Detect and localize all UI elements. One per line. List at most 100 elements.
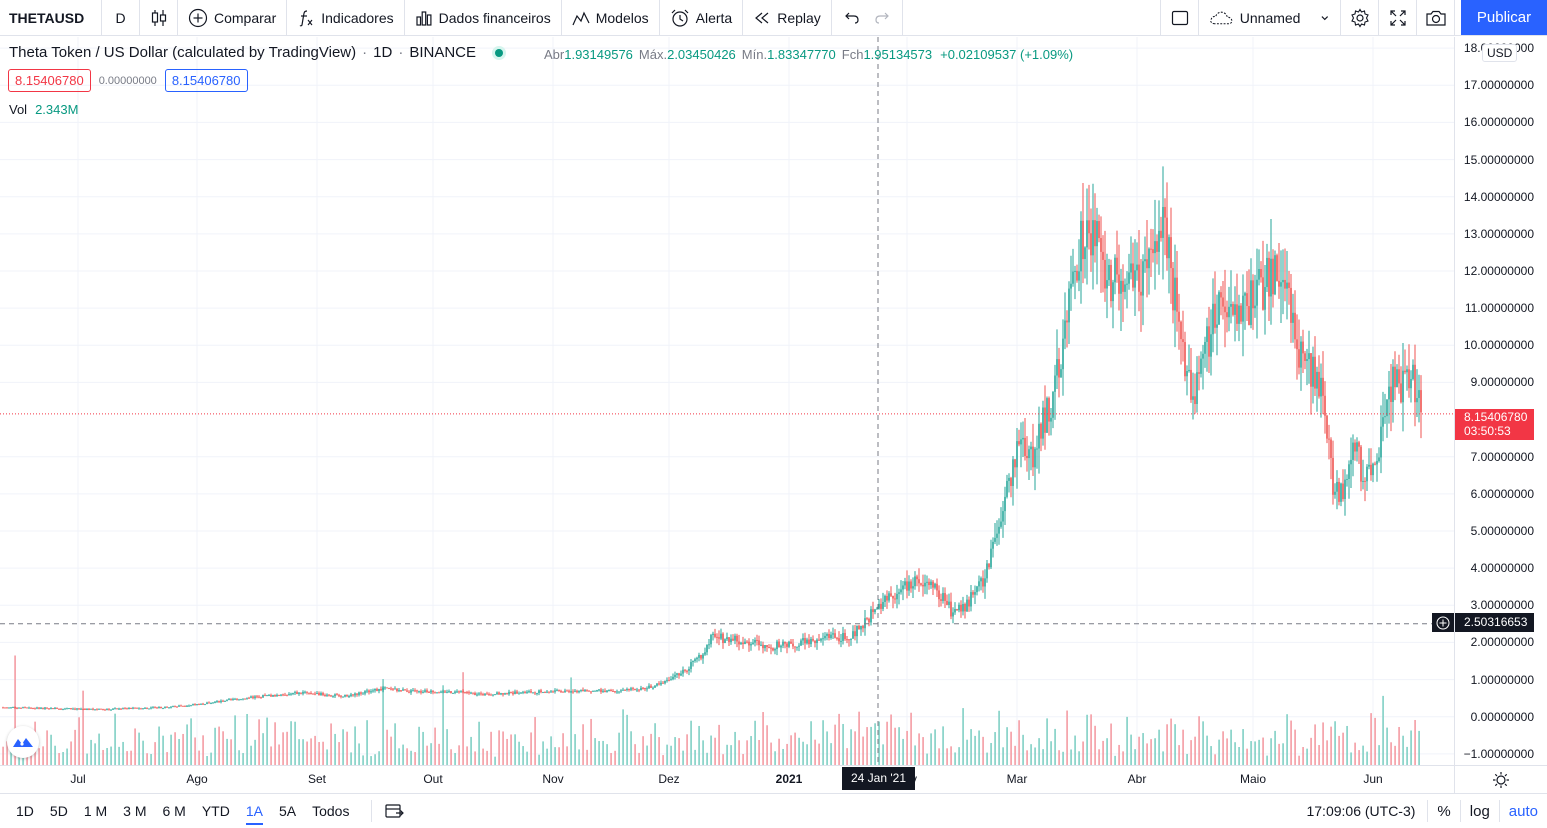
toolbar-spacer [903,0,1161,35]
candle-body [438,692,440,694]
candle-body [338,695,340,697]
fullscreen-button[interactable] [1379,0,1417,35]
add-alert-plus-button[interactable] [1432,613,1454,632]
volume-bar [1306,748,1308,765]
candle-body [852,631,854,639]
layout-name-label: Unnamed [1239,9,1301,26]
price-axis[interactable]: 18.0000000017.0000000016.0000000015.0000… [1454,37,1547,765]
candle-body [656,683,658,686]
candle-body [686,670,688,672]
volume-bar [1106,738,1108,765]
range-6m[interactable]: 6 M [162,803,186,819]
replay-button[interactable]: Replay [743,0,832,35]
select-layout-button[interactable] [1161,0,1199,35]
candle-body [1276,255,1278,281]
range-5y[interactable]: 5A [278,803,297,819]
buy-button[interactable]: 8.15406780 [164,69,248,92]
candle-body [938,590,940,600]
candle-body [210,703,212,705]
symbol-title[interactable]: Theta Token / US Dollar (calculated by T… [9,44,357,61]
range-3m[interactable]: 3 M [123,803,147,819]
square-icon [1171,10,1188,25]
top-toolbar: THETAUSD D Comparar Indicadores Dados fi… [0,0,1547,36]
settings-button[interactable] [1341,0,1379,35]
candle-body [496,692,498,695]
price-chart[interactable] [0,37,1454,765]
candle-body [344,694,346,697]
candle-body [130,707,132,709]
volume-legend: Vol 2.343M [9,102,78,117]
date-range-icon[interactable] [384,802,405,820]
candle-body [430,690,432,693]
axis-settings-button[interactable] [1454,765,1547,793]
chart-grid [0,37,1454,765]
templates-button[interactable]: Modelos [562,0,660,35]
candle-body [336,694,338,696]
auto-toggle[interactable]: auto [1498,800,1547,822]
candle-body [1292,312,1294,323]
volume-bar [994,732,996,765]
tradingview-logo[interactable] [7,726,39,758]
layout-name-button[interactable]: Unnamed [1199,0,1341,35]
bottom-separator [371,800,373,822]
volume-bar [522,746,524,765]
volume-bar [714,737,716,765]
volume-bar [1062,751,1064,765]
candle-body [324,694,326,696]
price-tick-label: 0.00000000 [1470,709,1534,724]
volume-bar [278,744,280,765]
candle-body [888,593,890,601]
undo-icon[interactable] [844,10,860,26]
candle-body [478,693,480,695]
volume-bar [514,734,516,765]
redo-icon[interactable] [874,10,890,26]
candle-body [214,701,216,703]
volume-bar [758,739,760,765]
alert-button[interactable]: Alerta [660,0,744,35]
volume-bar [586,749,588,765]
percent-toggle[interactable]: % [1427,800,1459,822]
financials-button[interactable]: Dados financeiros [405,0,562,35]
candle-body [1358,442,1360,447]
sell-button[interactable]: 8.15406780 [8,69,91,92]
range-ytd[interactable]: YTD [201,803,230,819]
symbol-search-button[interactable]: THETAUSD [0,0,102,35]
candle-body [684,669,686,671]
volume-bar [722,754,724,765]
range-5d[interactable]: 5D [49,803,68,819]
market-status-icon[interactable] [492,45,506,60]
interval-button[interactable]: D [102,0,140,35]
candle-body [52,708,54,710]
timezone-clock[interactable]: 17:09:06 (UTC-3) [1306,803,1416,819]
volume-bar [274,722,276,765]
range-1y[interactable]: 1A [238,803,271,825]
log-toggle[interactable]: log [1459,800,1499,822]
candle-body [728,637,730,643]
currency-badge[interactable]: USD [1482,44,1518,62]
time-axis[interactable]: JunMaioAbrMarFev2021DezNovOutSetAgoJul 2… [0,765,1454,793]
range-1d[interactable]: 1D [16,803,34,819]
compare-button[interactable]: Comparar [178,0,288,35]
volume-bar [554,747,556,765]
chart-style-button[interactable] [140,0,178,35]
candle-body [790,641,792,644]
snapshot-button[interactable] [1417,0,1455,35]
volume-bar [6,741,8,765]
candle-body [580,689,582,691]
volume-bar [822,720,824,765]
candle-body [920,583,922,585]
publish-button[interactable]: Publicar [1461,0,1547,35]
candle-body [650,685,652,688]
indicators-button[interactable]: Indicadores [287,0,405,35]
range-all[interactable]: Todos [312,803,350,819]
candle-body [1372,463,1374,476]
range-1m[interactable]: 1 M [83,803,108,819]
candle-body [14,706,16,709]
candle-body [128,707,130,709]
volume-bar [782,748,784,765]
candle-body [1396,369,1398,388]
volume-bar [434,727,436,765]
volume-bar [1122,751,1124,765]
volume-bar [1286,714,1288,765]
volume-bar [630,731,632,765]
